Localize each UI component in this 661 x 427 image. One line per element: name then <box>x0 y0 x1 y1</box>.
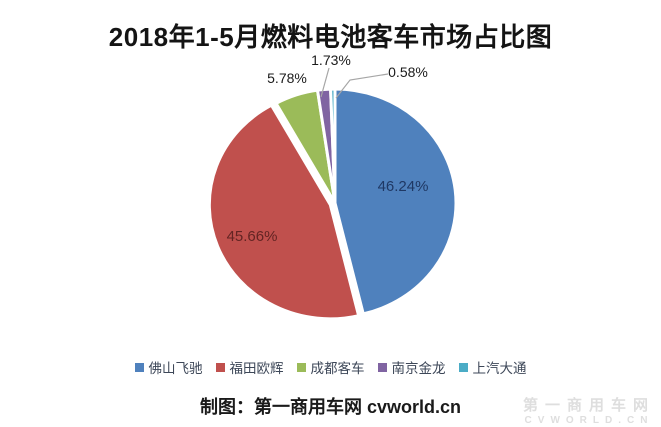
legend-label: 福田欧辉 <box>229 361 284 376</box>
leader-line-4 <box>335 73 389 99</box>
legend-marker-icon <box>458 362 468 372</box>
legend-marker-icon <box>134 362 144 372</box>
legend-item-2: 成都客车 <box>296 357 365 377</box>
legend-label: 佛山飞驰 <box>148 361 203 376</box>
chart-title: 2018年1-5月燃料电池客车市场占比图 <box>108 22 553 52</box>
value-label-2: 5.78% <box>267 70 307 86</box>
legend-label: 成都客车 <box>310 361 365 376</box>
pie-slice-4 <box>329 87 337 205</box>
footer-caption: 制图：第一商用车网 cvworld.cn <box>199 397 462 417</box>
value-label-4: 0.58% <box>388 64 428 80</box>
legend-label: 上汽大通 <box>472 361 527 376</box>
value-label-1: 45.66% <box>227 228 278 245</box>
leader-line-3 <box>320 67 330 98</box>
pie-slice-0 <box>333 87 458 316</box>
legend-item-0: 佛山飞驰 <box>134 357 203 377</box>
pie-slice-1 <box>207 103 361 321</box>
legend-label: 南京金龙 <box>391 361 446 376</box>
value-label-0: 46.24% <box>378 178 429 195</box>
legend-item-4: 上汽大通 <box>458 357 527 377</box>
legend: 佛山飞驰 福田欧辉 成都客车 南京金龙 上汽大通 <box>0 357 661 377</box>
legend-item-1: 福田欧辉 <box>215 357 284 377</box>
value-label-3: 1.73% <box>311 52 351 68</box>
legend-marker-icon <box>296 362 306 372</box>
legend-item-3: 南京金龙 <box>377 357 446 377</box>
legend-marker-icon <box>215 362 225 372</box>
legend-marker-icon <box>377 362 387 372</box>
